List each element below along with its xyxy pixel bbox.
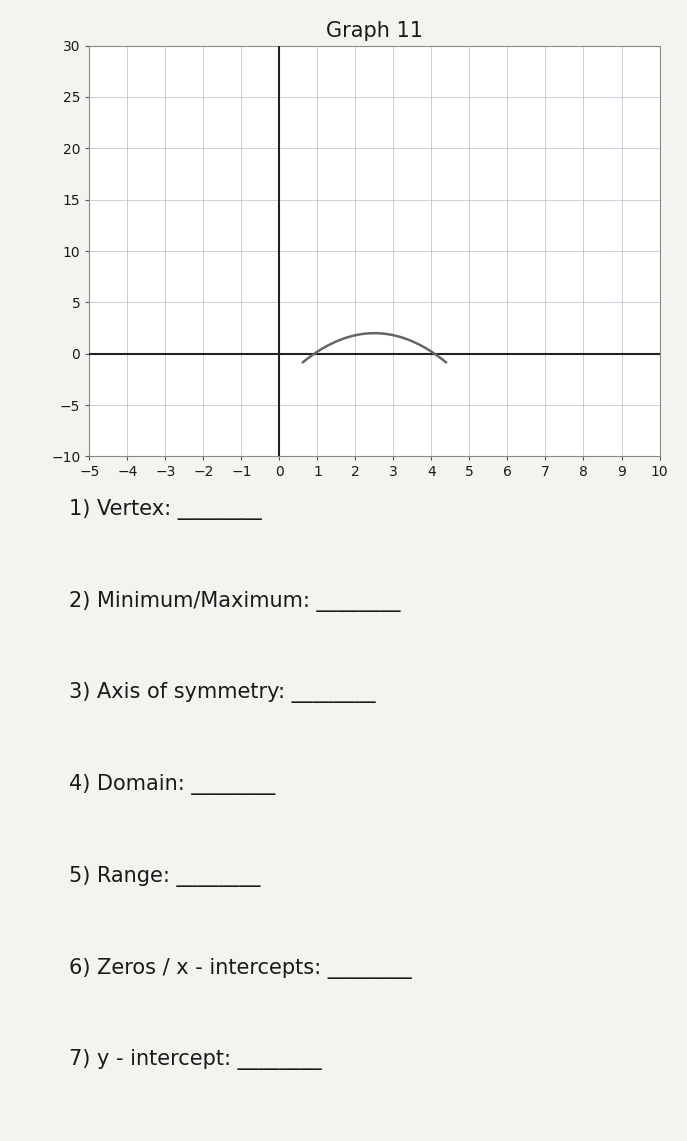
Text: 4) Domain: ________: 4) Domain: ________ — [69, 775, 275, 795]
Text: 2) Minimum/Maximum: ________: 2) Minimum/Maximum: ________ — [69, 591, 401, 612]
Text: 6) Zeros / x - intercepts: ________: 6) Zeros / x - intercepts: ________ — [69, 957, 412, 979]
Text: 7) y - intercept: ________: 7) y - intercept: ________ — [69, 1050, 322, 1070]
Text: 3) Axis of symmetry: ________: 3) Axis of symmetry: ________ — [69, 682, 375, 704]
Text: 1) Vertex: ________: 1) Vertex: ________ — [69, 499, 262, 520]
Text: 5) Range: ________: 5) Range: ________ — [69, 866, 260, 887]
Title: Graph 11: Graph 11 — [326, 22, 423, 41]
